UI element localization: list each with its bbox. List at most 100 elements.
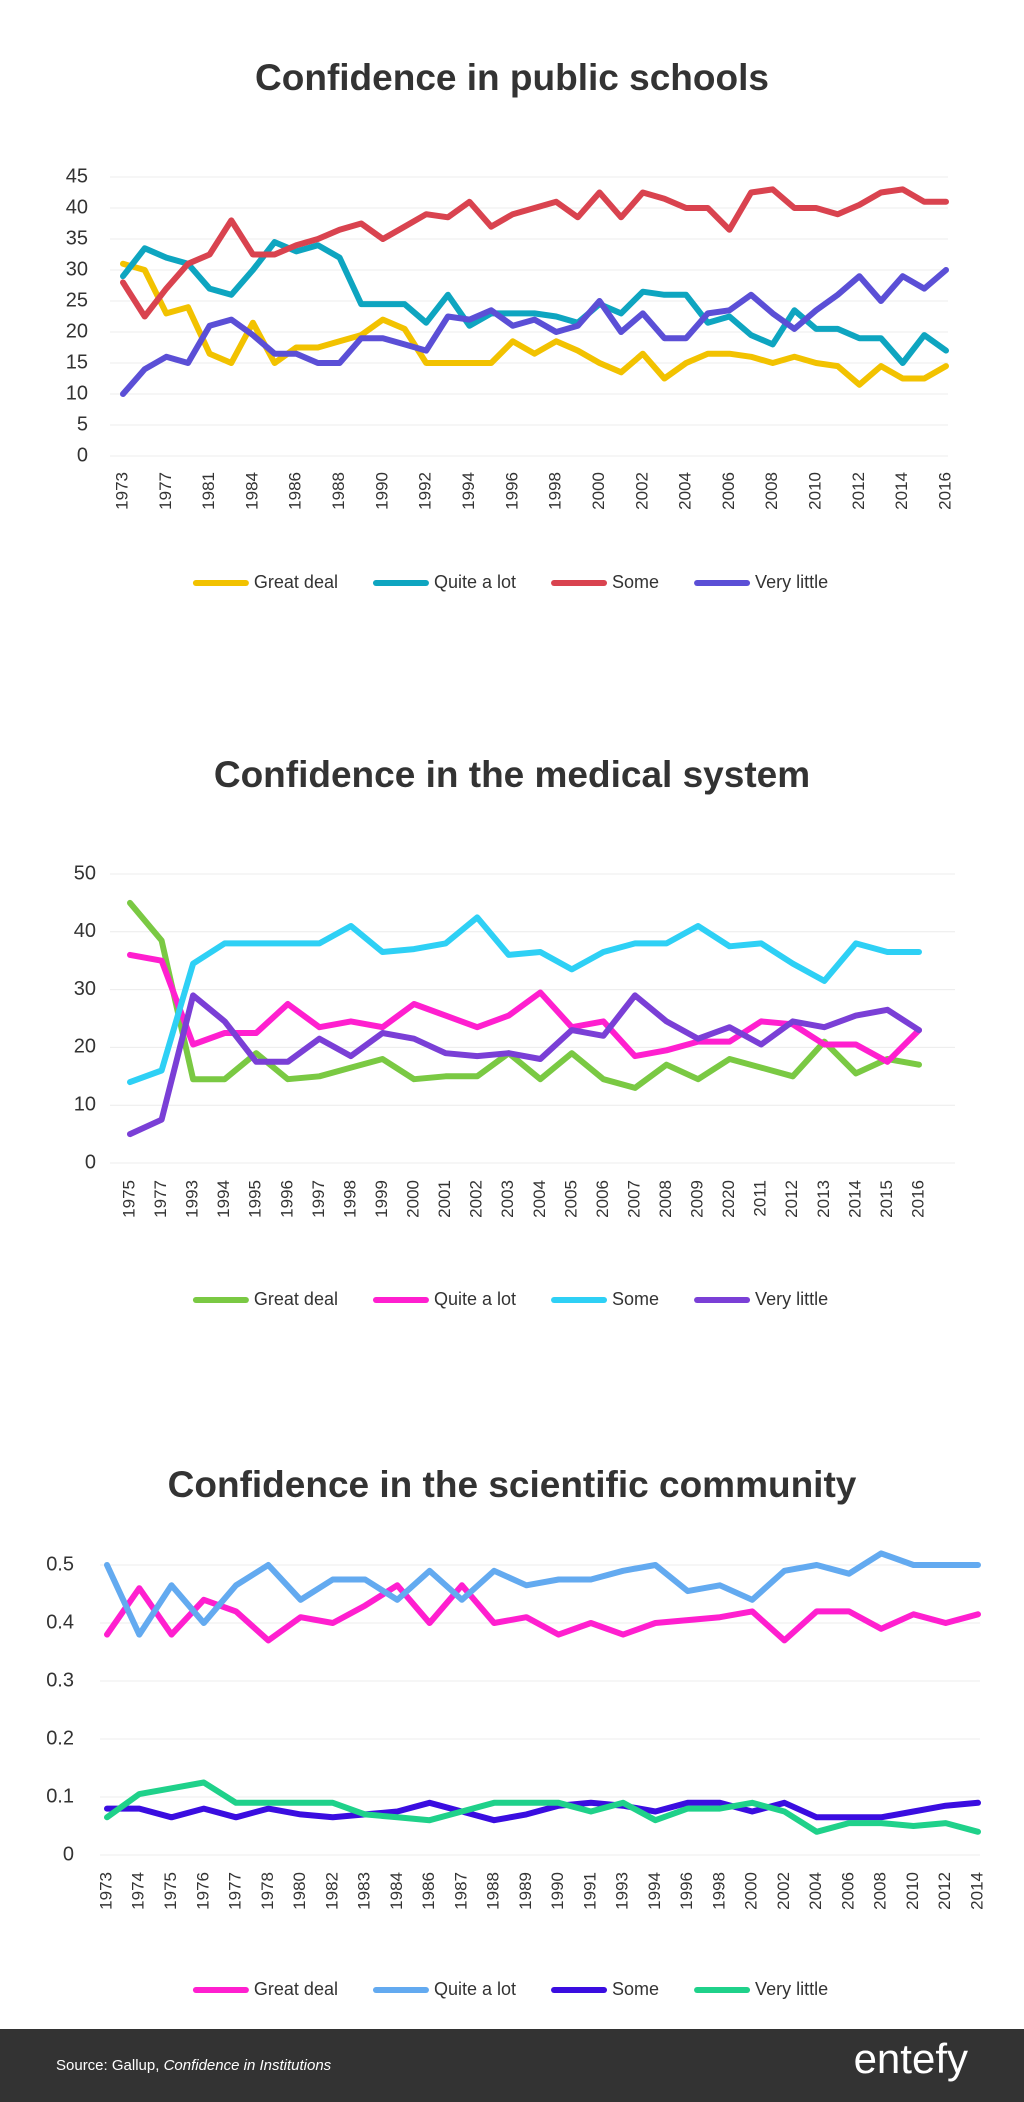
x-tick-label: 2006 — [593, 1180, 612, 1218]
legend-item: Some — [551, 1289, 659, 1309]
x-tick-label: 2000 — [589, 472, 608, 510]
x-tick-label: 2012 — [935, 1872, 954, 1910]
x-tick-label: 1993 — [613, 1872, 632, 1910]
chart-title: Confidence in public schools — [255, 57, 769, 98]
y-tick-label: 20 — [66, 320, 88, 342]
y-tick-label: 0.3 — [46, 1669, 74, 1691]
x-tick-label: 1986 — [419, 1872, 438, 1910]
series-line — [127, 899, 922, 1091]
x-tick-label: 2006 — [838, 1872, 857, 1910]
x-tick-label: 1987 — [451, 1872, 470, 1910]
y-tick-label: 0.1 — [46, 1785, 74, 1807]
x-tick-label: 1998 — [709, 1872, 728, 1910]
legend-item: Quite a lot — [372, 572, 516, 592]
y-tick-label: 15 — [66, 351, 88, 373]
legend-label: Great deal — [254, 1979, 338, 1999]
x-tick-label: 1981 — [199, 472, 218, 510]
x-tick-label: 1977 — [151, 1180, 170, 1218]
legend-label: Some — [612, 1979, 659, 1999]
y-tick-label: 30 — [66, 258, 88, 280]
x-tick-label: 2020 — [719, 1180, 738, 1218]
x-tick-label: 1973 — [96, 1872, 115, 1910]
x-tick-label: 1973 — [112, 472, 131, 510]
legend-label: Great deal — [254, 572, 338, 592]
legend-label: Some — [612, 1289, 659, 1309]
x-tick-label: 1983 — [355, 1872, 374, 1910]
source-title: Confidence in Institutions — [164, 2057, 332, 2074]
x-tick-label: 2016 — [908, 1180, 927, 1218]
x-tick-label: 2014 — [892, 472, 911, 510]
series-line — [120, 186, 949, 320]
y-tick-label: 0.2 — [46, 1727, 74, 1749]
x-tick-label: 1978 — [258, 1872, 277, 1910]
legend-item: Very little — [694, 1979, 828, 1999]
x-tick-label: 2004 — [530, 1180, 549, 1218]
y-tick-label: 0 — [63, 1843, 74, 1865]
legend-label: Very little — [755, 1979, 828, 1999]
legend-label: Quite a lot — [434, 1289, 516, 1309]
x-tick-label: 2004 — [806, 1872, 825, 1910]
x-tick-label: 2002 — [774, 1872, 793, 1910]
series-line — [120, 267, 949, 397]
x-tick-label: 2010 — [806, 472, 825, 510]
series-line — [104, 1779, 981, 1835]
x-tick-label: 2002 — [467, 1180, 486, 1218]
x-tick-label: 2012 — [849, 472, 868, 510]
y-tick-label: 25 — [66, 289, 88, 311]
x-tick-label: 1999 — [372, 1180, 391, 1218]
x-tick-label: 2008 — [656, 1180, 675, 1218]
chart-title: Confidence in the scientific community — [168, 1464, 857, 1505]
y-tick-label: 40 — [66, 196, 88, 218]
legend-item: Great deal — [192, 572, 338, 592]
x-tick-label: 1980 — [290, 1872, 309, 1910]
x-tick-label: 1977 — [226, 1872, 245, 1910]
series-line — [104, 1582, 981, 1644]
legend-item: Quite a lot — [372, 1979, 516, 1999]
legend-item: Some — [551, 572, 659, 592]
x-tick-label: 1994 — [214, 1180, 233, 1218]
y-tick-label: 30 — [74, 978, 96, 1000]
legend-item: Great deal — [192, 1289, 338, 1309]
x-tick-label: 2004 — [676, 472, 695, 510]
x-tick-label: 1996 — [677, 1872, 696, 1910]
y-tick-label: 0.4 — [46, 1611, 74, 1633]
legend-item: Very little — [694, 1289, 828, 1309]
y-tick-label: 0 — [85, 1151, 96, 1173]
legend-label: Very little — [755, 1289, 828, 1309]
x-tick-label: 2011 — [751, 1180, 770, 1217]
x-tick-label: 2012 — [782, 1180, 801, 1218]
x-tick-label: 1989 — [516, 1872, 535, 1910]
x-tick-label: 1996 — [277, 1180, 296, 1218]
x-tick-label: 2008 — [871, 1872, 890, 1910]
x-tick-label: 2005 — [561, 1180, 580, 1218]
y-tick-label: 0 — [77, 444, 88, 466]
series-line — [104, 1799, 981, 1824]
series-line — [120, 239, 949, 366]
x-tick-label: 1988 — [329, 472, 348, 510]
legend-item: Quite a lot — [372, 1289, 516, 1309]
x-tick-label: 2010 — [903, 1872, 922, 1910]
x-tick-label: 1997 — [309, 1180, 328, 1218]
series-line — [120, 260, 949, 388]
x-tick-label: 1990 — [372, 472, 391, 510]
y-tick-label: 35 — [66, 227, 88, 249]
x-tick-label: 1986 — [286, 472, 305, 510]
y-tick-label: 5 — [77, 413, 88, 435]
legend-label: Great deal — [254, 1289, 338, 1309]
x-tick-label: 1975 — [119, 1180, 138, 1218]
y-tick-label: 10 — [74, 1093, 96, 1115]
x-tick-label: 1998 — [340, 1180, 359, 1218]
x-tick-label: 2014 — [845, 1180, 864, 1218]
source-text: Source: Gallup, — [56, 2057, 159, 2074]
y-tick-label: 50 — [74, 862, 96, 884]
source: Source: Gallup, Confidence in Institutio… — [56, 2057, 332, 2074]
x-tick-label: 2013 — [814, 1180, 833, 1218]
x-tick-label: 1998 — [546, 472, 565, 510]
legend-item: Great deal — [192, 1979, 338, 1999]
logo: entefy — [854, 2035, 968, 2082]
legend-item: Some — [551, 1979, 659, 1999]
x-tick-label: 2006 — [719, 472, 738, 510]
x-tick-label: 2008 — [762, 472, 781, 510]
x-tick-label: 1974 — [129, 1872, 148, 1910]
